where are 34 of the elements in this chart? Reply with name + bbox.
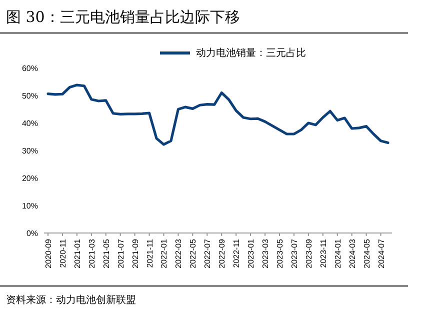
ytick: 30% <box>22 146 38 156</box>
xtick: 2023-11 <box>318 239 328 268</box>
ytick: 60% <box>22 64 38 73</box>
ytick: 0% <box>26 229 38 238</box>
xtick: 2022-01 <box>160 239 169 268</box>
ytick: 10% <box>22 202 38 210</box>
ytick: 50% <box>22 92 38 100</box>
xtick: 2023-01 <box>246 239 256 268</box>
xtick: 2024-01 <box>333 239 342 268</box>
xtick: 2021-09 <box>130 239 140 268</box>
xtick: 2020-11 <box>58 239 68 268</box>
xtick: 2021-11 <box>145 239 154 268</box>
xtick: 2024-07 <box>376 239 386 268</box>
annotation: 资料来源：动力电池创新联盟 <box>6 295 136 306</box>
xtick: 2023-05 <box>276 239 284 268</box>
xtick: 2024-03 <box>348 239 357 268</box>
legend: 动力电池销量：三元占比 <box>196 48 306 59</box>
xtick: 2020-09 <box>44 239 53 268</box>
xtick: 2024-05 <box>362 239 372 268</box>
xtick: 2023-03 <box>261 239 270 268</box>
xtick: 2023-09 <box>304 239 314 268</box>
xtick: 2022-07 <box>203 239 212 268</box>
xtick: 2022-09 <box>218 239 227 268</box>
xtick: 2021-07 <box>116 239 126 268</box>
ytick: 20% <box>22 174 38 183</box>
ytick: 40% <box>22 119 38 128</box>
xtick: 2021-05 <box>102 239 111 268</box>
xtick: 2022-05 <box>188 239 198 268</box>
xtick: 2021-03 <box>87 239 96 268</box>
xtick: 2021-01 <box>72 239 82 268</box>
title: 图 30：三元电池销量占比边际下移 <box>6 8 240 26</box>
xtick: 2022-03 <box>174 239 184 268</box>
xtick: 2023-07 <box>290 239 299 268</box>
xtick: 2022-11 <box>232 239 242 268</box>
